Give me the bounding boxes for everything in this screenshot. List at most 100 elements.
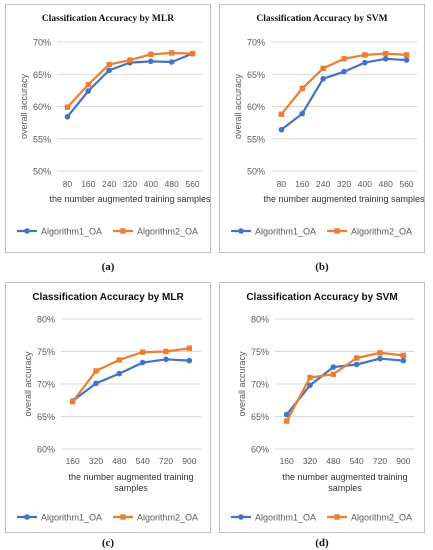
chart-d-ylabel: overall accuracy <box>237 351 247 417</box>
chart-b-series-2-point <box>362 52 368 58</box>
chart-d-xtick-label: 720 <box>373 456 387 466</box>
chart-a-xtick-label: 320 <box>123 179 137 189</box>
chart-b-frame <box>219 4 425 253</box>
chart-panel-a: Classification Accuracy by MLR 50% 55% 60% 6… <box>5 4 211 253</box>
chart-b-xlabel: the number augmented training samples <box>263 194 425 204</box>
chart-d-series-2-point <box>283 418 290 424</box>
chart-b-ytick-label: 70% <box>247 38 265 48</box>
chart-d-xlabel: samples <box>328 483 362 493</box>
chart-d-series-2-point <box>330 371 337 377</box>
chart-b-series-2-point <box>403 52 410 58</box>
chart-panel-d: Classification Accuracy by SVM 60% 65% 70% 7… <box>219 282 425 533</box>
chart-d-ytick-label: 65% <box>251 412 269 422</box>
chart-c-ytick-label: 70% <box>37 380 55 390</box>
chart-d-series-2-point <box>353 355 360 361</box>
chart-b-ytick-label: 65% <box>247 70 265 80</box>
chart-b-legend-marker-2 <box>334 228 340 234</box>
chart-b-series-1-point <box>382 55 389 62</box>
chart-d-legend-label-1: Algorithm1_OA <box>255 513 316 523</box>
chart-c-svg: Classification Accuracy by MLR 60% 65% 70% 7… <box>5 282 211 533</box>
chart-d-xtick-label: 320 <box>303 456 317 466</box>
chart-d-legend-marker-2 <box>334 514 340 520</box>
chart-d-title: Classification Accuracy by SVM <box>246 292 397 303</box>
chart-b-series-1-point <box>278 126 285 133</box>
chart-a-ytick-label: 55% <box>33 134 51 144</box>
chart-b-xtick-label: 160 <box>295 179 309 189</box>
chart-a-series-1-point <box>64 114 71 120</box>
chart-d-series-2-line <box>285 351 404 422</box>
chart-a-series-2-point <box>189 50 196 57</box>
chart-d-legend-label-2: Algorithm2_OA <box>351 513 412 523</box>
chart-b-series-2-point <box>299 85 305 92</box>
chart-c-series-2-point <box>116 357 123 363</box>
chart-a-series-1-point <box>85 88 92 94</box>
chart-c-xtick-label: 900 <box>182 456 196 466</box>
chart-a-legend-label-2: Algorithm2_OA <box>137 227 198 237</box>
chart-b-ytick-label: 60% <box>247 102 265 112</box>
chart-a-series-1-point <box>168 59 175 65</box>
chart-c-series-1-point <box>186 357 193 364</box>
chart-a-ylabel: overall accuracy <box>19 73 29 139</box>
chart-b-xtick-label: 80 <box>277 179 287 189</box>
chart-a-xlabel: the number augmented training samples <box>49 194 211 204</box>
chart-a-xtick-label: 80 <box>63 179 73 189</box>
chart-a-legend-marker-2 <box>120 228 126 234</box>
caption-a: (a) <box>101 261 115 273</box>
chart-d-series-2-point <box>307 374 313 381</box>
chart-a-frame <box>5 4 211 253</box>
chart-a-xtick-label: 480 <box>165 179 179 189</box>
chart-a-series-2-point <box>127 57 133 63</box>
chart-a-xtick-label: 160 <box>81 179 95 189</box>
chart-a-series-2-point <box>106 61 112 68</box>
chart-c-series-1-point <box>139 359 146 366</box>
chart-c-xtick-label: 160 <box>66 456 80 466</box>
chart-a-title: Classification Accuracy by MLR <box>42 14 174 24</box>
chart-d-xlabel: the number augmented training <box>282 472 407 482</box>
chart-b-series-1-point <box>341 68 347 75</box>
chart-d-series-1-point <box>400 357 407 364</box>
chart-b-svg: Classification Accuracy by SVM 50% 55% 60% 6… <box>219 4 425 253</box>
chart-a-series-2-point <box>64 104 71 110</box>
chart-a-series-2-point <box>169 50 175 56</box>
chart-b-series-2-point <box>383 50 389 57</box>
chart-c-ytick-label: 65% <box>37 412 55 422</box>
chart-panel-b: Classification Accuracy by SVM 50% 55% 60% 6… <box>219 4 425 253</box>
chart-d-series-1-point <box>353 361 360 368</box>
chart-a-series-1-point <box>106 67 112 74</box>
chart-b-ytick-label: 55% <box>247 134 265 144</box>
chart-b-title: Classification Accuracy by SVM <box>256 14 387 24</box>
chart-d-xtick-label: 540 <box>350 456 364 466</box>
chart-c-series-2-line <box>71 347 190 403</box>
chart-b-xtick-label: 480 <box>379 179 393 189</box>
chart-c-series-1-point <box>116 370 123 377</box>
chart-d-series-1-point <box>330 364 337 370</box>
chart-d-svg: Classification Accuracy by SVM 60% 65% 70% 7… <box>219 282 425 533</box>
chart-c-legend-label-2: Algorithm2_OA <box>137 513 198 523</box>
caption-d: (d) <box>315 537 329 549</box>
chart-b-legend-label-2: Algorithm2_OA <box>351 227 412 237</box>
chart-c-ytick-label: 80% <box>37 315 55 325</box>
chart-c-frame <box>5 282 211 533</box>
caption-c: (c) <box>101 537 115 549</box>
chart-c-series-2-point <box>163 348 169 355</box>
chart-c-series-1-line <box>72 358 190 402</box>
chart-d-ytick-label: 80% <box>251 315 269 325</box>
chart-c-xtick-label: 480 <box>112 456 126 466</box>
chart-c-series-2-point <box>69 398 76 405</box>
chart-d-series-1-point <box>377 355 383 362</box>
chart-a-series-2-point <box>85 81 91 88</box>
chart-c-series-2-point <box>93 368 99 374</box>
chart-panel-c: Classification Accuracy by MLR 60% 65% 70% 7… <box>5 282 211 533</box>
chart-b-ylabel: overall accuracy <box>233 73 243 139</box>
chart-d-xtick-label: 900 <box>396 456 410 466</box>
chart-d-series-1-point <box>307 382 313 389</box>
chart-a-xtick-label: 240 <box>102 179 116 189</box>
chart-c-ylabel: overall accuracy <box>23 351 33 417</box>
chart-c-xlabel: samples <box>114 483 148 493</box>
chart-c-ytick-label: 60% <box>37 445 55 455</box>
chart-c-xtick-label: 320 <box>89 456 103 466</box>
chart-b-legend-label-1: Algorithm1_OA <box>255 227 316 237</box>
chart-a-xtick-label: 560 <box>185 179 199 189</box>
chart-b-xtick-label: 320 <box>337 179 351 189</box>
chart-b-xtick-label: 240 <box>316 179 330 189</box>
